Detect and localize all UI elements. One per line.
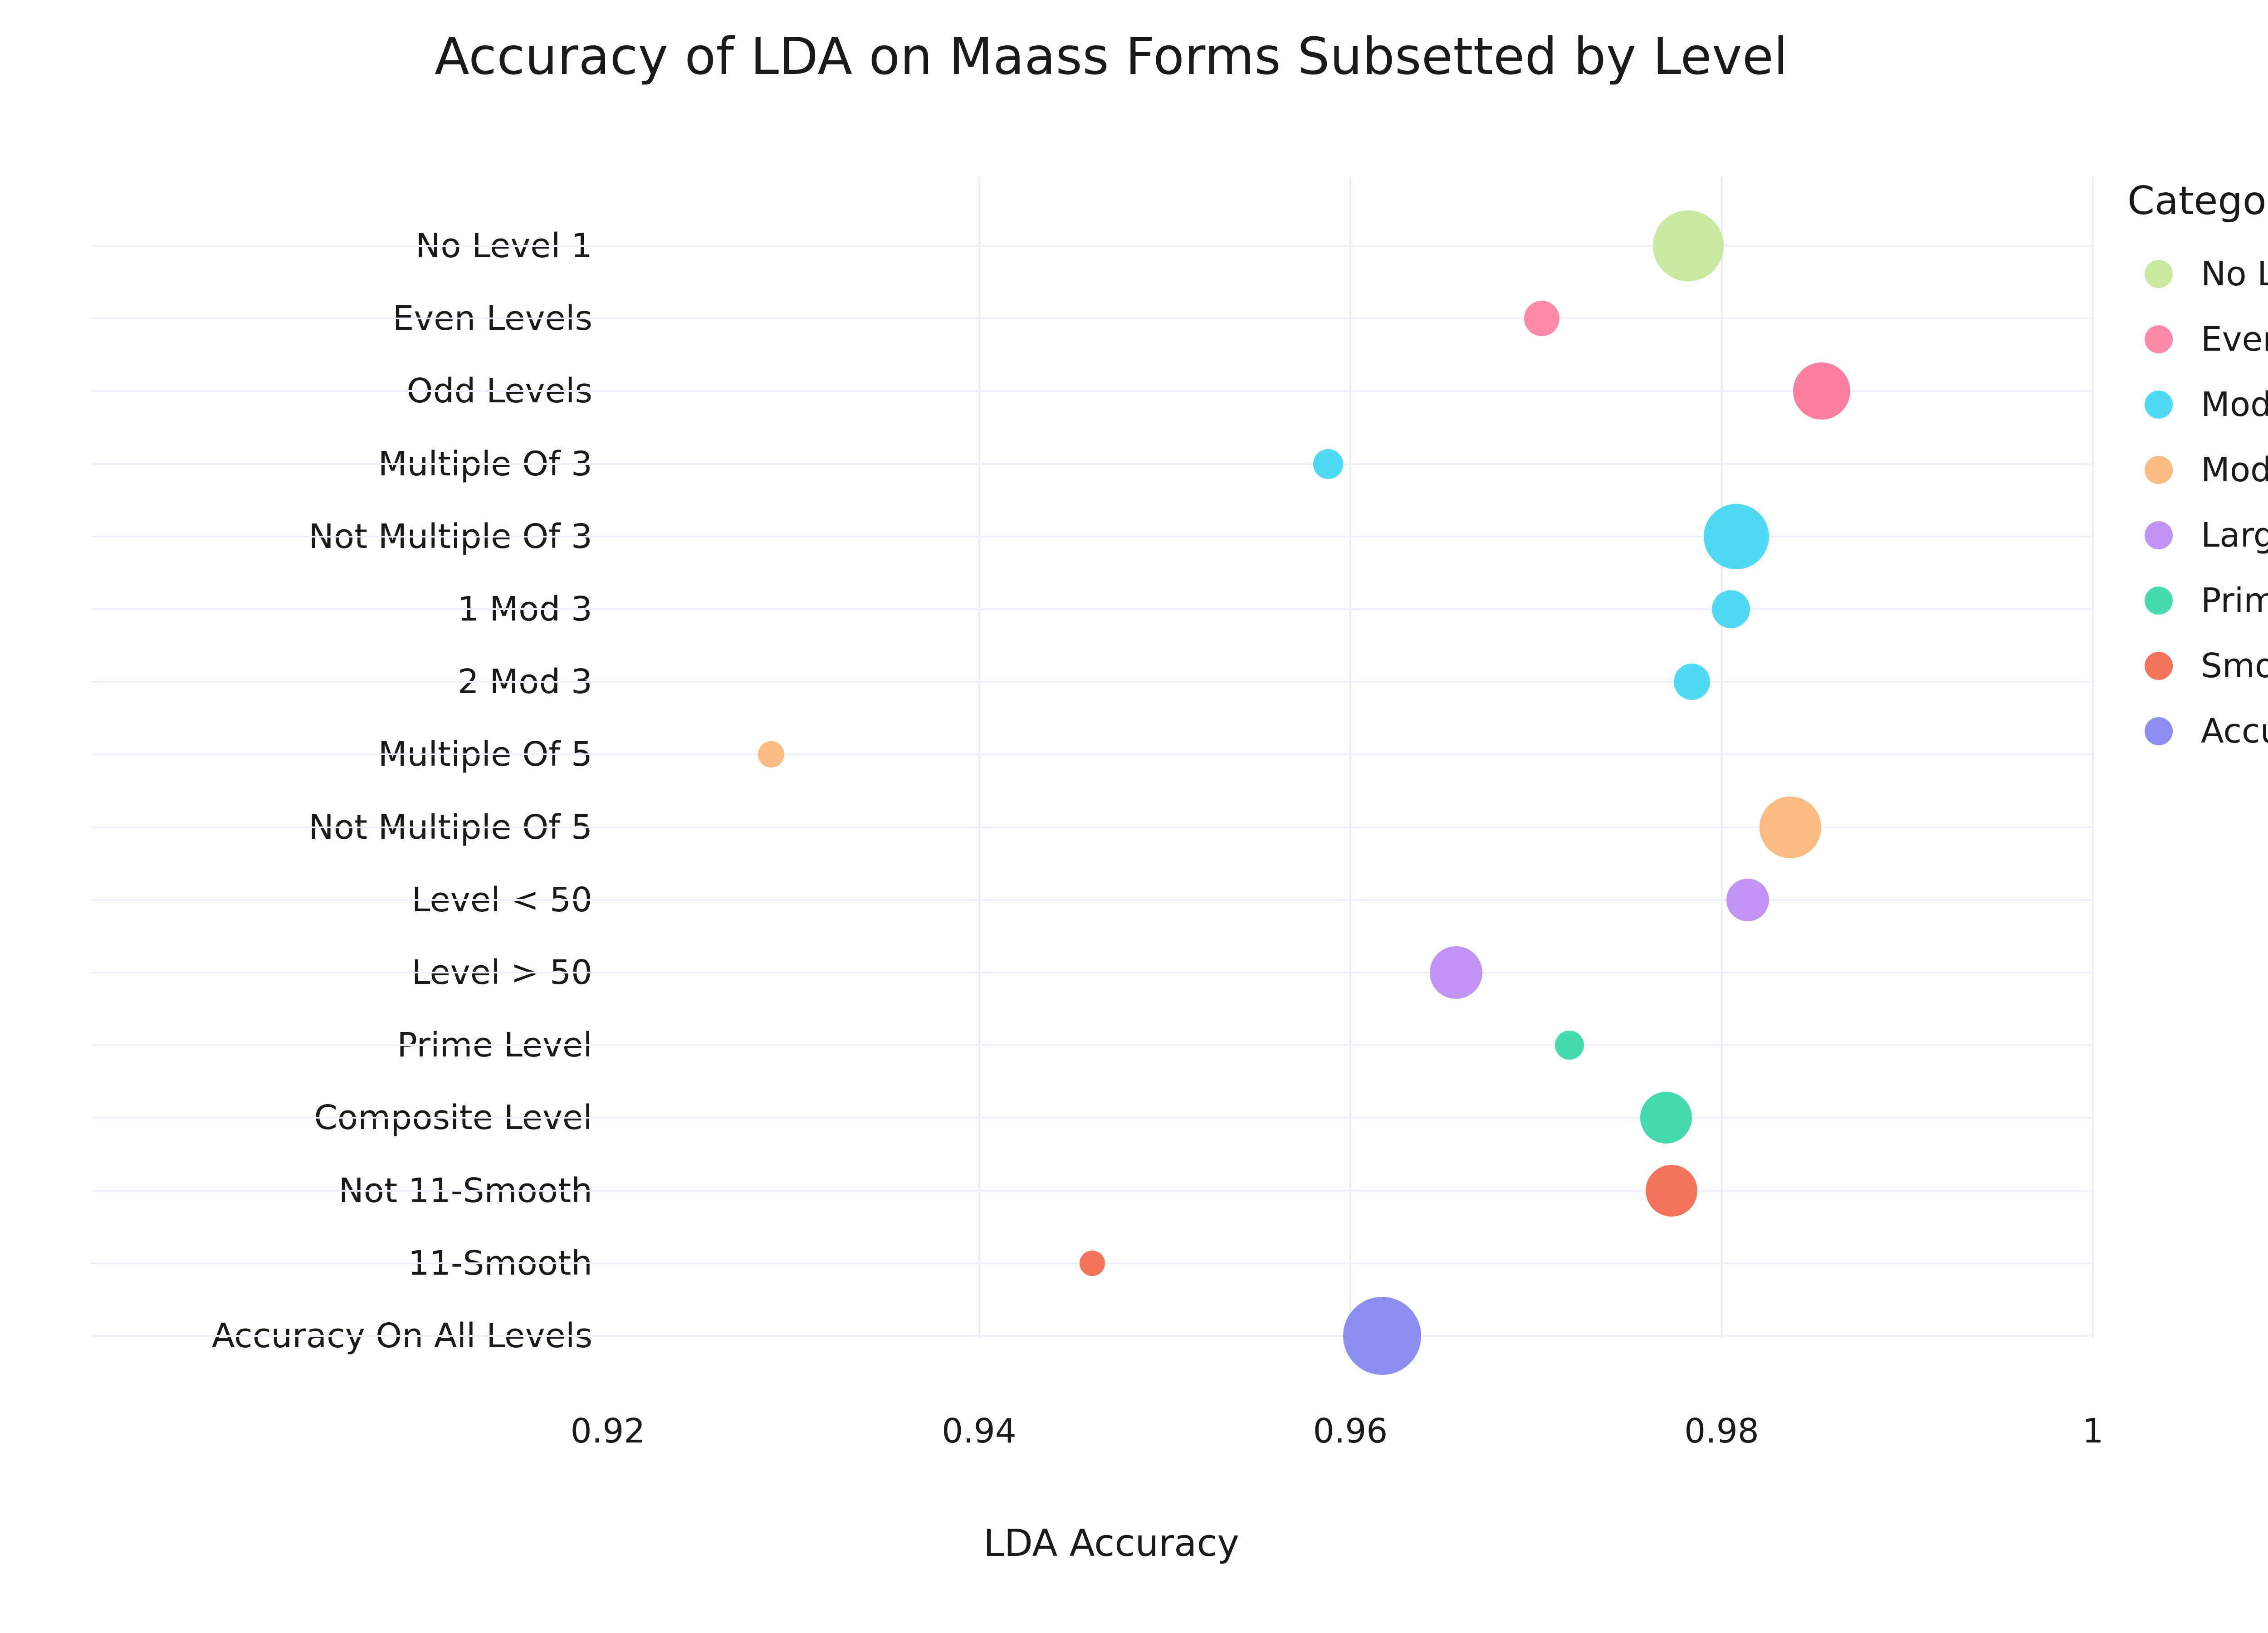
legend: Category No Level 1 Even vs Odd Mod 3 Mod 5… (2127, 181, 2268, 764)
legend-swatch-circle-icon (2145, 260, 2173, 288)
legend-swatch-circle-icon (2145, 521, 2173, 549)
legend-item-label: Mod 5 (2201, 450, 2268, 489)
data-point-bubble[interactable] (1640, 1092, 1692, 1144)
x-axis-tick-label: 1 (2082, 1412, 2104, 1451)
x-axis-title: LDA Accuracy (983, 1522, 1239, 1565)
legend-item[interactable]: Mod 3 (2127, 372, 2268, 437)
data-point-bubble[interactable] (1430, 946, 1483, 999)
legend-item-label: Primes Test (2201, 581, 2268, 620)
legend-title: Category (2127, 178, 2268, 224)
legend-swatch-circle-icon (2145, 456, 2173, 484)
gridline-horizontal (91, 826, 2093, 828)
legend-swatch-circle-icon (2145, 391, 2173, 419)
page-title: Accuracy of LDA on Maass Forms Subsetted… (435, 27, 1788, 86)
gridline-horizontal (91, 1117, 2093, 1119)
gridline-horizontal (91, 535, 2093, 538)
data-point-bubble[interactable] (1674, 664, 1711, 700)
gridline-horizontal (91, 245, 2093, 247)
gridline-horizontal (91, 681, 2093, 683)
gridline-vertical (2092, 177, 2094, 1338)
legend-item-label: Even vs Odd (2201, 320, 2268, 359)
data-point-bubble[interactable] (1343, 1297, 1421, 1375)
data-point-bubble[interactable] (1704, 504, 1769, 569)
gridline-horizontal (91, 1335, 2093, 1337)
legend-items: No Level 1 Even vs Odd Mod 3 Mod 5 Large vs … (2127, 241, 2268, 764)
data-point-bubble[interactable] (1793, 362, 1851, 420)
data-point-bubble[interactable] (1646, 1164, 1697, 1217)
legend-item[interactable]: Mod 5 (2127, 437, 2268, 503)
gridline-horizontal (91, 753, 2093, 756)
legend-item-label: Large vs Small Level (2201, 516, 2268, 555)
data-point-bubble[interactable] (1726, 878, 1769, 921)
gridline-vertical (1721, 177, 1723, 1338)
legend-item-label: No Level 1 (2201, 254, 2268, 293)
data-point-bubble[interactable] (1080, 1250, 1105, 1276)
legend-item[interactable]: Large vs Small Level (2127, 503, 2268, 568)
data-point-bubble[interactable] (1313, 449, 1343, 479)
x-axis-tick-label: 0.98 (1684, 1412, 1759, 1451)
gridline-horizontal (91, 1189, 2093, 1192)
legend-item[interactable]: Accuracy on All Levels (2127, 699, 2268, 764)
legend-item[interactable]: Primes Test (2127, 568, 2268, 633)
gridline-horizontal (91, 463, 2093, 465)
data-point-bubble[interactable] (758, 741, 785, 768)
legend-swatch-circle-icon (2145, 717, 2173, 745)
legend-item-label: Mod 3 (2201, 385, 2268, 424)
legend-item[interactable]: No Level 1 (2127, 241, 2268, 307)
data-point-bubble[interactable] (1652, 210, 1724, 281)
gridline-vertical (1349, 177, 1351, 1338)
legend-swatch-circle-icon (2145, 587, 2173, 615)
legend-item-label: Smoothness Test (2201, 646, 2268, 685)
x-axis-tick-label: 0.92 (570, 1412, 645, 1451)
legend-item[interactable]: Smoothness Test (2127, 633, 2268, 699)
x-axis-tick-label: 0.96 (1313, 1412, 1388, 1451)
gridline-horizontal (91, 972, 2093, 973)
gridline-vertical (978, 177, 980, 1338)
gridline-horizontal (91, 390, 2093, 392)
data-point-bubble[interactable] (1524, 301, 1559, 337)
gridline-horizontal (91, 1044, 2093, 1046)
legend-item[interactable]: Even vs Odd (2127, 307, 2268, 372)
plot-area (91, 177, 2094, 1375)
legend-item-label: Accuracy on All Levels (2201, 712, 2268, 751)
legend-swatch-circle-icon (2145, 652, 2173, 680)
data-point-bubble[interactable] (1711, 590, 1750, 628)
gridline-horizontal (91, 899, 2093, 901)
legend-swatch-circle-icon (2145, 325, 2173, 353)
data-point-bubble[interactable] (1554, 1031, 1584, 1060)
data-point-bubble[interactable] (1759, 796, 1821, 858)
gridline-horizontal (91, 608, 2093, 610)
x-axis-tick-label: 0.94 (942, 1412, 1017, 1451)
gridline-horizontal (91, 318, 2093, 320)
